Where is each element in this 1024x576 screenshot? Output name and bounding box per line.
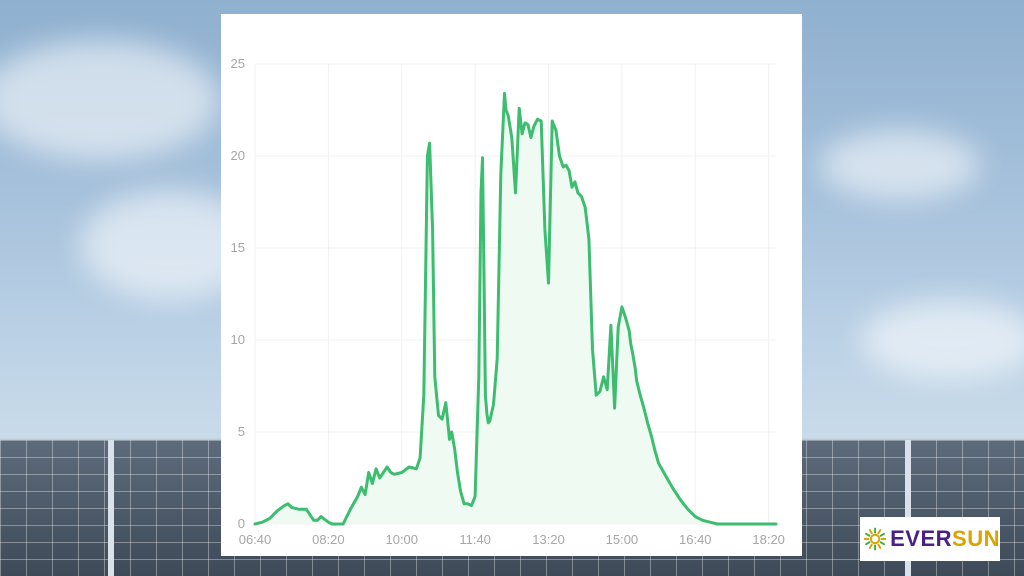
series-line (253, 91, 778, 526)
chart-card: 0 5 10 15 20 25 06:40 08:20 10:00 11:40 13:20 15:0… (221, 14, 802, 556)
panel-divider (108, 440, 114, 576)
sun-ray (865, 541, 871, 546)
y-tick-label: 15 (231, 240, 245, 255)
cloud (820, 130, 980, 200)
series-points (254, 93, 777, 525)
brand-name-part1: EVER (890, 526, 953, 551)
y-tick-label: 5 (238, 424, 245, 439)
cloud (860, 300, 1024, 380)
brand-logo: EVERSUN (860, 517, 1000, 561)
brand-name-part2: SUN (952, 526, 1000, 551)
y-tick-label: 10 (231, 332, 245, 347)
x-tick-label: 18:20 (752, 532, 785, 547)
x-tick-label: 16:40 (679, 532, 712, 547)
sun-icon (864, 527, 887, 551)
sun-ray (879, 541, 886, 546)
y-tick-label: 20 (231, 148, 245, 163)
x-axis-ticks: 06:40 08:20 10:00 11:40 13:20 15:00 16:40 18:20 (239, 532, 785, 547)
sun-ray (877, 543, 882, 549)
sun-ray (877, 529, 882, 535)
sun-ray (868, 529, 873, 535)
x-tick-label: 06:40 (239, 532, 272, 547)
cloud (0, 40, 220, 160)
x-tick-label: 11:40 (459, 532, 491, 547)
y-tick-label: 25 (231, 56, 245, 71)
sun-ray (879, 532, 886, 537)
sun-ray (868, 543, 873, 549)
panel-divider (905, 440, 911, 576)
power-chart: 0 5 10 15 20 25 06:40 08:20 10:00 11:40 13:20 15:0… (231, 56, 785, 547)
y-axis-ticks: 0 5 10 15 20 25 (231, 56, 245, 531)
x-tick-label: 13:20 (532, 532, 565, 547)
sun-ray (865, 532, 871, 537)
x-tick-label: 15:00 (606, 532, 639, 547)
series-area (255, 93, 776, 525)
y-tick-label: 0 (238, 516, 245, 531)
x-tick-label: 08:20 (312, 532, 345, 547)
brand-name: EVERSUN (890, 526, 1000, 552)
x-tick-label: 10:00 (385, 532, 418, 547)
